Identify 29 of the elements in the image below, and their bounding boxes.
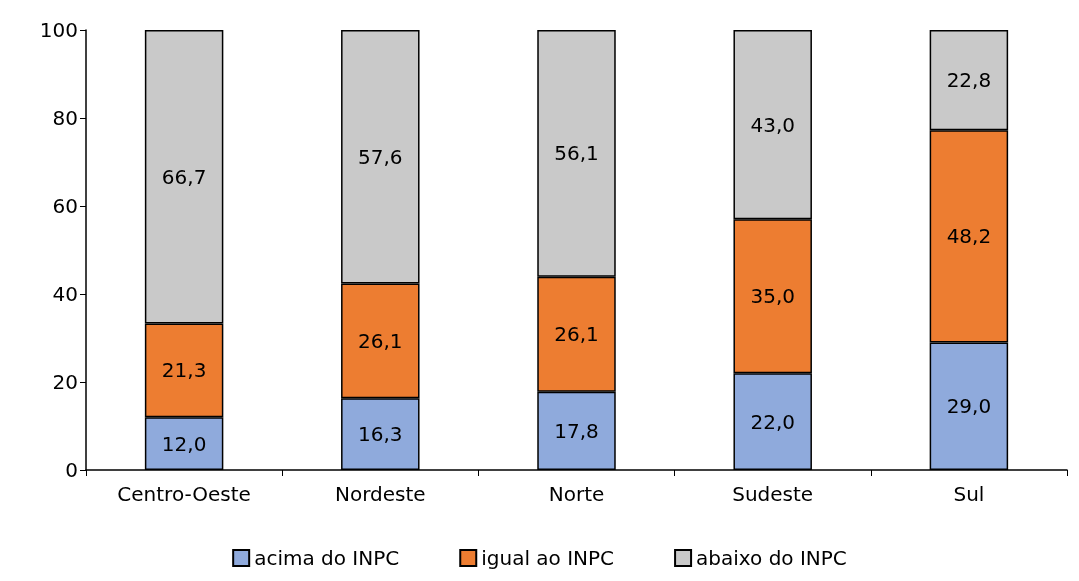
data-label: 26,1 — [554, 322, 599, 347]
data-label: 22,8 — [946, 68, 992, 93]
data-label: 12,0 — [161, 431, 207, 456]
y-tick-label: 20 — [52, 370, 78, 394]
data-label: 56,1 — [554, 141, 599, 166]
data-label: 16,3 — [358, 422, 403, 447]
x-tick-label: Norte — [548, 482, 605, 506]
x-tick-label: Sudeste — [732, 482, 814, 506]
y-tick-label: 0 — [65, 458, 78, 482]
data-label: 35,0 — [750, 284, 795, 309]
x-tick-label: Sul — [953, 482, 985, 506]
y-tick-label: 60 — [52, 194, 78, 218]
data-label: 66,7 — [161, 164, 207, 189]
data-label: 17,8 — [554, 418, 599, 443]
legend-label: acima do INPC — [254, 546, 400, 570]
data-label: 26,1 — [358, 328, 403, 353]
legend-label: igual ao INPC — [481, 546, 615, 570]
data-label: 22,0 — [750, 409, 795, 434]
y-tick-label: 80 — [52, 106, 78, 130]
data-label: 48,2 — [946, 224, 992, 249]
x-tick-label: Nordeste — [334, 482, 426, 506]
legend-label: abaixo do INPC — [696, 546, 847, 570]
x-tick-label: Centro-Oeste — [117, 482, 251, 506]
data-label: 57,6 — [358, 144, 403, 169]
data-label: 21,3 — [161, 358, 207, 383]
data-label: 29,0 — [946, 394, 992, 419]
y-tick-label: 100 — [39, 18, 78, 42]
y-tick-label: 40 — [52, 282, 78, 306]
data-label: 43,0 — [750, 112, 795, 137]
